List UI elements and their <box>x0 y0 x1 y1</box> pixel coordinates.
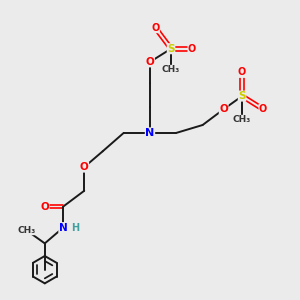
Text: O: O <box>219 104 228 114</box>
Text: O: O <box>80 162 88 172</box>
Text: S: S <box>167 44 175 54</box>
Text: O: O <box>188 44 196 54</box>
Text: O: O <box>238 68 246 77</box>
Text: O: O <box>259 104 267 114</box>
Text: H: H <box>72 223 80 232</box>
Text: CH₃: CH₃ <box>17 226 35 235</box>
Text: O: O <box>40 202 49 212</box>
Text: S: S <box>238 91 246 101</box>
Text: O: O <box>151 23 159 33</box>
Text: N: N <box>146 128 154 138</box>
Text: O: O <box>146 57 154 67</box>
Text: CH₃: CH₃ <box>233 115 251 124</box>
Text: CH₃: CH₃ <box>162 65 180 74</box>
Text: N: N <box>59 223 68 232</box>
